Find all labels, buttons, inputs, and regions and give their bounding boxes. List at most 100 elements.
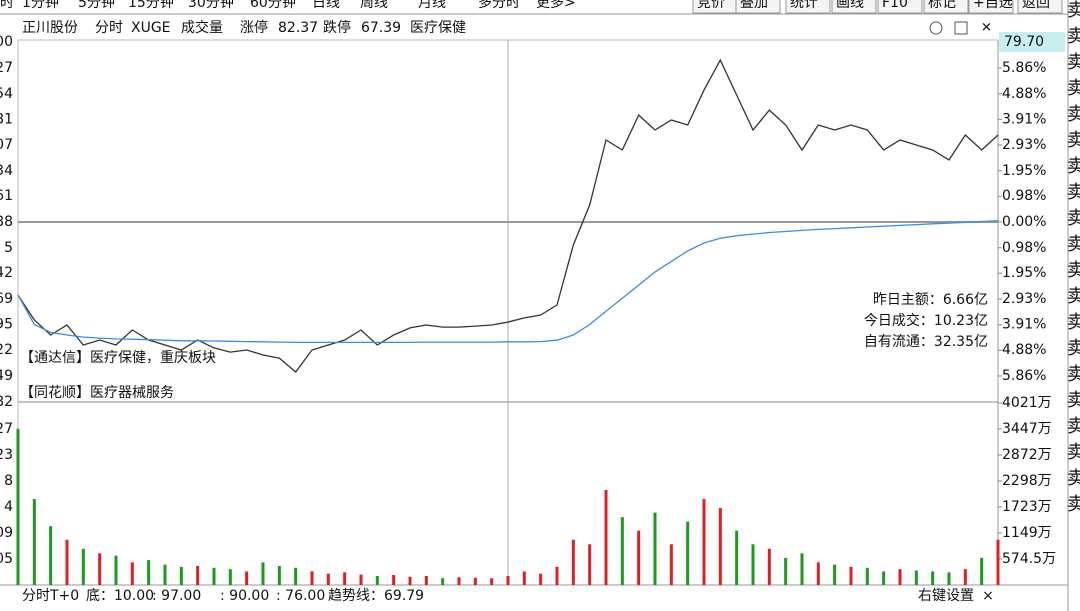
y-left-tick-label: 95 [0,317,13,333]
volume-bar [718,508,722,585]
window-icons[interactable]: ✕ [929,21,992,36]
footer-name: 分时T+0 [22,588,79,604]
y-tick-label: 0.98% [1002,188,1046,204]
toolbar-button-label[interactable]: 统计 [790,0,818,11]
toolbar-button-label[interactable]: 标记 [928,0,956,11]
volume-bar [457,577,461,585]
toolbar-tab[interactable]: 周线 [360,0,388,11]
footer-close[interactable]: × [982,588,994,604]
toolbar-tab[interactable]: 多分时 [478,0,520,11]
sector-tag: 【同花顺】医疗器械服务 [20,385,174,401]
volume-bar [326,573,330,585]
toolbar-button-label[interactable]: F10 [882,0,908,11]
footer-item: 趋势线：69.79 [328,588,424,604]
volume-bar [245,571,249,585]
volume-bar [294,567,298,585]
volume-bar [506,575,510,585]
header-stock: 正川股份 [22,20,78,36]
volume-bar [865,567,869,585]
header-limit-down: 67.39 [361,20,401,36]
toolbar-tab[interactable]: 15分钟 [128,0,174,11]
volume-bar [114,555,118,585]
volume-bar [931,571,935,585]
header-limit-up-label: 涨停 [240,19,268,36]
toolbar-button-label[interactable]: 竞价 [697,0,725,11]
volume-bar [996,539,1000,585]
toolbar-button[interactable] [877,0,923,14]
y-tick-label: 0.98% [1002,240,1046,256]
y-tick-label: 1723万 [1002,499,1052,515]
volume-bar [800,553,804,585]
y-left-tick-label: 34 [0,163,13,179]
footer-settings[interactable]: 右键设置 [918,588,974,604]
y-left-tick-label: 00 [0,34,13,50]
side-tab[interactable]: 卖卖卖卖卖卖卖卖卖卖卖卖卖卖卖卖卖卖卖卖 [1064,0,1080,520]
volume-bar [686,521,690,585]
y-left-tick-label: 61 [0,188,13,204]
toolbar-button[interactable] [968,0,1014,14]
y-tick-label: 3447万 [1002,421,1052,437]
icon-close[interactable]: ✕ [981,21,992,36]
y-left-tick-label: 07 [0,137,13,153]
info-line: 今日成交：10.23亿 [864,312,988,329]
y-left-tick-label: 49 [0,368,13,384]
volume-bar [163,564,167,585]
toolbar-tab[interactable]: 60分钟 [250,0,296,11]
volume-bar [228,569,232,585]
price-box [999,32,1065,52]
toolbar-button-label[interactable]: 叠加 [740,0,768,11]
volume-bar [702,499,706,585]
toolbar-button-label[interactable]: 画线 [836,0,864,11]
y-tick-label: 1.95% [1002,163,1046,179]
y-left-tick-label: 69 [0,291,13,307]
volume-bar [473,577,477,585]
volume-bar [669,544,673,585]
icon-max[interactable] [954,21,968,35]
volume-bar [555,566,559,585]
line-series [17,58,999,373]
y-tick-label: 1.95% [1002,265,1046,281]
toolbar-tab[interactable]: 30分钟 [188,0,234,11]
volume-bar [65,539,69,585]
toolbar-tab[interactable]: 日线 [312,0,340,11]
y-left-tick-label: 5 [4,240,13,256]
toolbar-tab[interactable]: 5分钟 [78,0,115,11]
volume-bar [310,571,314,585]
toolbar-button[interactable] [923,0,969,14]
volume-bar [179,566,183,585]
y-left-tick-label: 88 [0,214,13,230]
toolbar-tab[interactable]: 1分钟 [22,0,59,11]
volume-bar [98,553,102,585]
volume-bar [849,566,853,585]
toolbar-button-label[interactable]: +自选 [973,0,1013,11]
volume-bar [49,526,53,585]
y-tick-label: 2872万 [1002,447,1052,463]
toolbar-tab[interactable]: 更多> [536,0,576,11]
y-tick-label: 5.86% [1002,60,1046,76]
y-tick-label: 3.91% [1002,111,1046,127]
header-indicator: XUGE [131,20,171,36]
toolbar-tab[interactable]: 分时 [0,0,14,11]
toolbar-button[interactable] [831,0,877,14]
header-sector: 医疗保健 [410,20,466,36]
volume-bar [343,572,347,585]
volume-bar [653,512,657,585]
y-left-tick-label: 54 [0,86,13,102]
sector-tag: 【通达信】医疗保健，重庆板块 [20,350,216,366]
toolbar-tab[interactable]: 月线 [418,0,446,11]
y-left-tick-label: 82 [0,394,13,410]
toolbar-button[interactable] [735,0,781,14]
toolbar-button-label[interactable]: 返回 [1022,0,1050,11]
volume-bar [277,565,281,585]
icon-add[interactable] [929,21,943,35]
volume-bar [16,428,20,585]
header-mode: 分时 [95,20,123,36]
volume-bar [767,548,771,585]
toolbar-button[interactable] [785,0,831,14]
volume-bar [32,499,36,585]
y-left-tick-label: 27 [0,60,13,76]
y-tick-label: 0.00% [1002,214,1046,230]
toolbar-button[interactable] [1017,0,1063,14]
y-left-tick-label: 23 [0,447,13,463]
